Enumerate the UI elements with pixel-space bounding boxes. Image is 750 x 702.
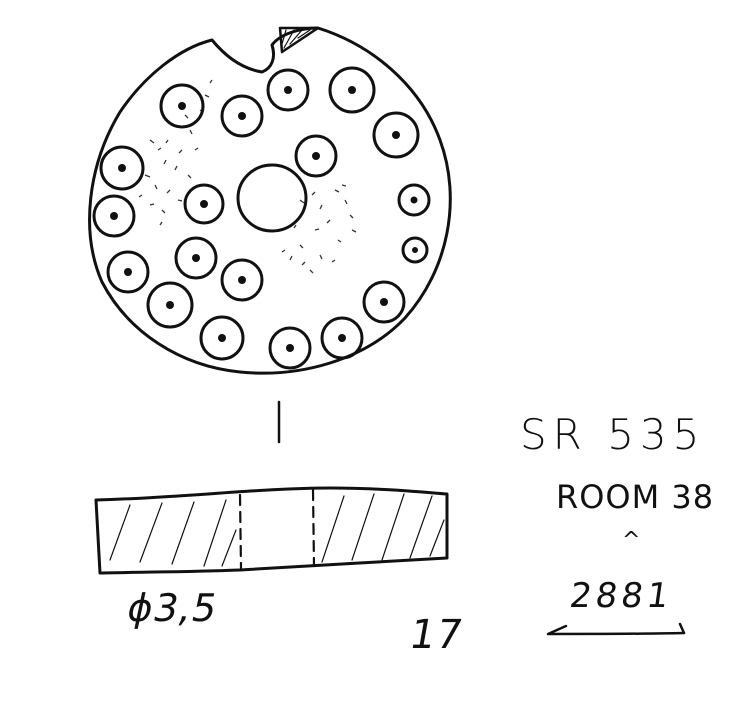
thickness-label: 17 [405, 612, 467, 658]
bore-line-right [311, 488, 316, 568]
perforation [268, 326, 312, 370]
perforation [220, 258, 264, 302]
perforation [220, 94, 264, 138]
bore-line-left [238, 493, 243, 570]
perforation [199, 315, 245, 361]
perforation [397, 183, 431, 217]
underline-arrow [546, 624, 686, 636]
diameter-label: ϕ3,5 [123, 586, 223, 630]
perforation [146, 281, 194, 329]
perforation [328, 66, 376, 114]
room-label: ROOM 38 [556, 478, 715, 516]
disc-outline [88, 26, 452, 375]
perforation [294, 134, 338, 178]
wear-stippling-right [281, 171, 357, 274]
perforation [92, 194, 136, 238]
perforation [106, 250, 150, 294]
perforation [174, 236, 218, 280]
perforation [159, 83, 205, 129]
disc-side-section [94, 486, 449, 575]
site-label: SR 535 [520, 410, 706, 459]
section-outline [94, 486, 449, 575]
section-hatching-right [321, 493, 445, 563]
perforation [266, 68, 310, 112]
perforation [372, 111, 420, 159]
caret-mark: ^ [622, 528, 642, 553]
section-hatching-left [109, 499, 237, 567]
central-hole [236, 163, 308, 233]
broken-edge-hatching [278, 26, 320, 54]
perforation [183, 183, 225, 225]
disc-top-view [88, 26, 452, 375]
perforation [99, 145, 145, 191]
perforation [362, 280, 406, 324]
object-number-label: 2881 [567, 576, 676, 616]
perforation [401, 236, 429, 264]
perforation [320, 316, 364, 360]
